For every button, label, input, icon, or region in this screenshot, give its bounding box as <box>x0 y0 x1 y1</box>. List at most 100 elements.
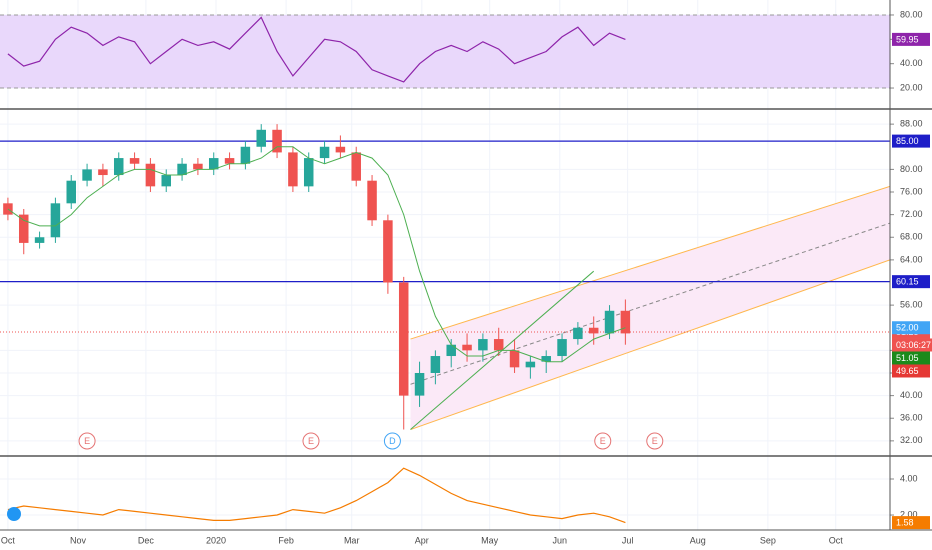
candle-body <box>303 158 314 187</box>
candle-body <box>240 146 251 164</box>
candle-body <box>161 175 171 187</box>
y-tick-label: 40.00 <box>900 390 923 400</box>
candle-body <box>398 282 409 396</box>
event-marker <box>302 432 320 450</box>
event-label: E <box>308 436 314 446</box>
event-label: D <box>389 436 396 446</box>
candle-body <box>113 158 124 176</box>
y-tick-label: 88.00 <box>900 119 923 129</box>
price-tag-label: 49.65 <box>896 366 919 376</box>
price-tag-label: 1.58 <box>896 517 914 527</box>
candle-body <box>430 356 441 373</box>
price-tag-label: 85.00 <box>896 136 919 146</box>
x-tick-label: Aug <box>690 535 706 545</box>
y-tick-label: 72.00 <box>900 209 923 219</box>
candle-body <box>145 163 156 187</box>
event-marker <box>646 432 664 450</box>
candle-body <box>462 344 472 351</box>
candle-body <box>272 129 282 153</box>
candle-body <box>493 339 504 351</box>
x-tick-label: Jun <box>553 535 568 545</box>
event-marker <box>383 432 401 450</box>
candle-body <box>588 327 599 334</box>
candle-body <box>604 310 615 334</box>
candle-body <box>335 146 346 153</box>
candle-body <box>319 146 330 159</box>
candle-body <box>129 158 140 164</box>
series-line <box>7 16 626 83</box>
candle-body <box>18 214 29 243</box>
price-tag <box>892 275 930 289</box>
channel-upper <box>410 185 891 340</box>
candle-body <box>288 152 298 187</box>
price-tag-label: 59.95 <box>896 34 919 44</box>
price-tag-label: 60.15 <box>896 277 919 287</box>
candle-body <box>3 203 13 215</box>
y-tick-label: 80.00 <box>900 9 923 19</box>
price-tag-label: 51.05 <box>896 353 919 363</box>
candle-body <box>256 129 266 147</box>
y-tick-label: 68.00 <box>900 232 923 242</box>
x-tick-label: Jul <box>622 535 634 545</box>
candle-body <box>509 350 520 368</box>
event-marker <box>78 432 96 450</box>
candle-body <box>193 163 203 170</box>
candle-body <box>351 152 361 181</box>
candle-body <box>620 310 631 334</box>
x-tick-label: Sep <box>760 535 776 545</box>
y-tick-label: 32.00 <box>900 435 923 445</box>
candle-body <box>177 163 187 176</box>
y-tick-label: 64.00 <box>900 254 923 264</box>
y-tick-label: 20.00 <box>900 82 923 92</box>
candle-body <box>34 237 45 243</box>
event-label: E <box>652 436 658 446</box>
candle-body <box>224 158 235 164</box>
price-tag <box>892 134 930 148</box>
candle-body <box>367 180 377 221</box>
x-tick-label: Oct <box>829 535 844 545</box>
y-tick-label: 80.00 <box>900 164 923 174</box>
candle-body <box>98 169 108 176</box>
price-tag-label: 03:06:27 <box>896 340 931 350</box>
y-tick-label: 4.00 <box>900 473 918 483</box>
candle-body <box>82 169 92 181</box>
price-tag <box>892 32 930 46</box>
logo <box>7 507 21 521</box>
y-tick-label: 56.00 <box>900 299 923 309</box>
candle-body <box>541 356 551 362</box>
moving-average <box>7 146 626 363</box>
price-tag <box>892 351 930 365</box>
x-tick-label: May <box>481 535 499 545</box>
y-tick-label: 36.00 <box>900 413 923 423</box>
candle-body <box>478 339 488 351</box>
trend-line <box>410 270 595 430</box>
channel-lower <box>410 259 891 431</box>
event-label: E <box>84 436 90 446</box>
candle-body <box>557 339 567 357</box>
price-tag-label: 52.00 <box>896 323 919 333</box>
candle-body <box>208 158 219 170</box>
series-line <box>7 467 626 524</box>
x-tick-label: 2020 <box>206 535 226 545</box>
event-label: E <box>600 436 606 446</box>
candle-body <box>573 327 583 340</box>
candle-body <box>383 220 393 283</box>
price-tag <box>892 516 930 530</box>
candle-body <box>66 180 76 204</box>
candle-body <box>50 203 61 238</box>
x-tick-label: Apr <box>415 535 429 545</box>
price-tag <box>892 364 930 378</box>
event-marker <box>594 432 612 450</box>
x-tick-label: Feb <box>278 535 294 545</box>
y-tick-label: 2.00 <box>900 509 918 519</box>
candle-body <box>446 344 456 357</box>
channel-middle <box>410 222 891 385</box>
price-tag <box>892 338 932 352</box>
x-tick-label: Oct <box>1 535 16 545</box>
candle-body <box>414 372 425 396</box>
price-tag <box>892 321 930 335</box>
band <box>0 14 890 89</box>
y-tick-label: 76.00 <box>900 186 923 196</box>
candle-body <box>525 361 536 368</box>
